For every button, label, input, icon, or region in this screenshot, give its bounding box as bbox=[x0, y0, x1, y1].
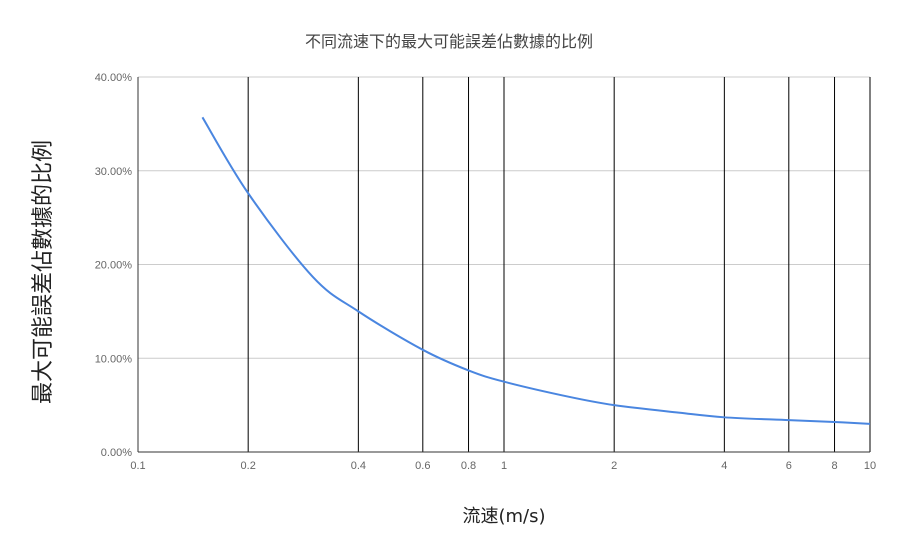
x-tick-label: 1 bbox=[501, 460, 507, 472]
x-tick-label: 0.6 bbox=[415, 460, 430, 472]
x-tick-label: 8 bbox=[831, 460, 837, 472]
x-tick-label: 6 bbox=[786, 460, 792, 472]
chart-title: 不同流速下的最大可能誤差佔數據的比例 bbox=[305, 32, 593, 51]
y-axis-label: 最大可能誤差佔數據的比例 bbox=[31, 140, 56, 404]
x-tick-label: 10 bbox=[864, 460, 876, 472]
x-tick-label: 2 bbox=[611, 460, 617, 472]
x-tick-label: 0.1 bbox=[130, 460, 145, 472]
y-tick-label: 40.00% bbox=[95, 72, 133, 84]
series-line bbox=[201, 116, 871, 425]
y-tick-label: 10.00% bbox=[95, 353, 133, 365]
x-tick-label: 4 bbox=[721, 460, 727, 472]
y-tick-label: 30.00% bbox=[95, 166, 133, 178]
x-axis-label: 流速(m/s) bbox=[462, 506, 545, 527]
x-tick-label: 0.2 bbox=[241, 460, 256, 472]
x-tick-label: 0.8 bbox=[461, 460, 476, 472]
y-tick-label: 0.00% bbox=[101, 447, 132, 459]
y-tick-label: 20.00% bbox=[95, 260, 133, 272]
x-tick-label: 0.4 bbox=[351, 460, 366, 472]
